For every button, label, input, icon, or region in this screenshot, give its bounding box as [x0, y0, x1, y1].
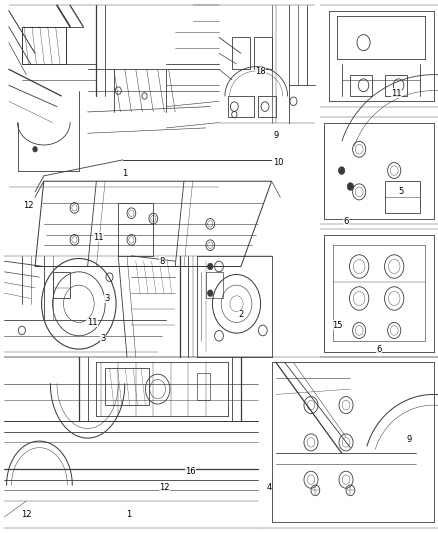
- Text: 12: 12: [21, 510, 32, 519]
- Text: 2: 2: [238, 310, 244, 319]
- Bar: [385, 181, 420, 213]
- Text: 18: 18: [255, 68, 266, 76]
- Bar: [228, 96, 254, 117]
- Text: 3: 3: [100, 334, 106, 343]
- Circle shape: [339, 167, 345, 174]
- Text: 8: 8: [159, 257, 165, 265]
- Bar: [118, 203, 153, 256]
- Text: 15: 15: [332, 321, 343, 329]
- Text: 1: 1: [122, 169, 127, 177]
- Text: 10: 10: [273, 158, 283, 167]
- Bar: [258, 96, 276, 117]
- Text: 1: 1: [127, 510, 132, 519]
- Text: 6: 6: [343, 217, 349, 225]
- Bar: [22, 27, 66, 64]
- Bar: [53, 272, 70, 298]
- Bar: [197, 373, 210, 400]
- Bar: [385, 75, 407, 96]
- Text: 9: 9: [407, 435, 412, 444]
- Bar: [105, 368, 149, 405]
- Text: 12: 12: [23, 201, 34, 209]
- Bar: [254, 37, 272, 69]
- Text: 11: 11: [93, 233, 104, 241]
- Bar: [206, 272, 223, 298]
- Text: 16: 16: [185, 467, 196, 476]
- Text: 11: 11: [87, 318, 97, 327]
- Text: 9: 9: [273, 132, 279, 140]
- Text: 11: 11: [391, 89, 402, 98]
- Circle shape: [33, 147, 37, 152]
- Circle shape: [208, 290, 213, 296]
- Text: 4: 4: [267, 483, 272, 492]
- Text: 12: 12: [159, 483, 170, 492]
- Text: 3: 3: [105, 294, 110, 303]
- Bar: [232, 37, 250, 69]
- Bar: [350, 75, 372, 96]
- Text: 5: 5: [398, 188, 403, 196]
- Circle shape: [347, 183, 353, 190]
- Text: 6: 6: [376, 345, 381, 353]
- Circle shape: [208, 263, 213, 270]
